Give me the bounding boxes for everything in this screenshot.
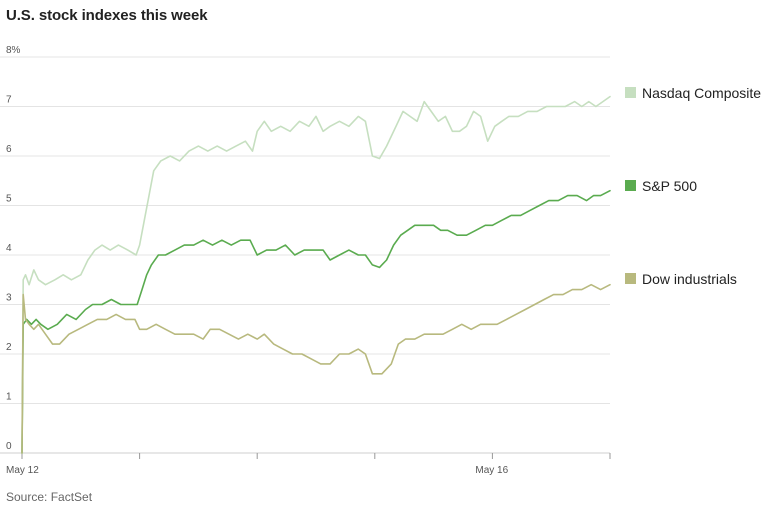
- grid-lines: 0 1 2 3 4 5 6 7 8%: [0, 45, 610, 454]
- series-lines: [21, 95, 611, 454]
- y-tick-label: 5: [6, 194, 12, 205]
- y-tick-label: 4: [6, 243, 12, 254]
- y-tick-label: 1: [6, 392, 12, 403]
- y-tick-label: 6: [6, 144, 12, 155]
- y-tick-label: 2: [6, 342, 12, 353]
- series-line-1: [21, 189, 611, 454]
- x-tick-label: May 16: [475, 465, 508, 476]
- legend-label: S&P 500: [642, 178, 697, 194]
- series-line-2: [21, 283, 611, 454]
- y-tick-label: 3: [6, 293, 12, 304]
- x-axis: May 12 May 16: [6, 453, 611, 476]
- y-tick-label: 7: [6, 95, 12, 106]
- x-tick-label: May 12: [6, 465, 39, 476]
- legend-label: Dow industrials: [642, 271, 737, 287]
- series-line-0: [21, 95, 611, 454]
- legend: Nasdaq Composite S&P 500 Dow industrials: [625, 85, 761, 287]
- y-tick-label: 8%: [6, 45, 21, 56]
- source-note: Source: FactSet: [6, 490, 93, 504]
- legend-swatch: [625, 273, 636, 284]
- legend-label: Nasdaq Composite: [642, 85, 761, 101]
- chart-title: U.S. stock indexes this week: [6, 7, 208, 24]
- y-tick-label: 0: [6, 441, 12, 452]
- legend-swatch: [625, 180, 636, 191]
- legend-swatch: [625, 87, 636, 98]
